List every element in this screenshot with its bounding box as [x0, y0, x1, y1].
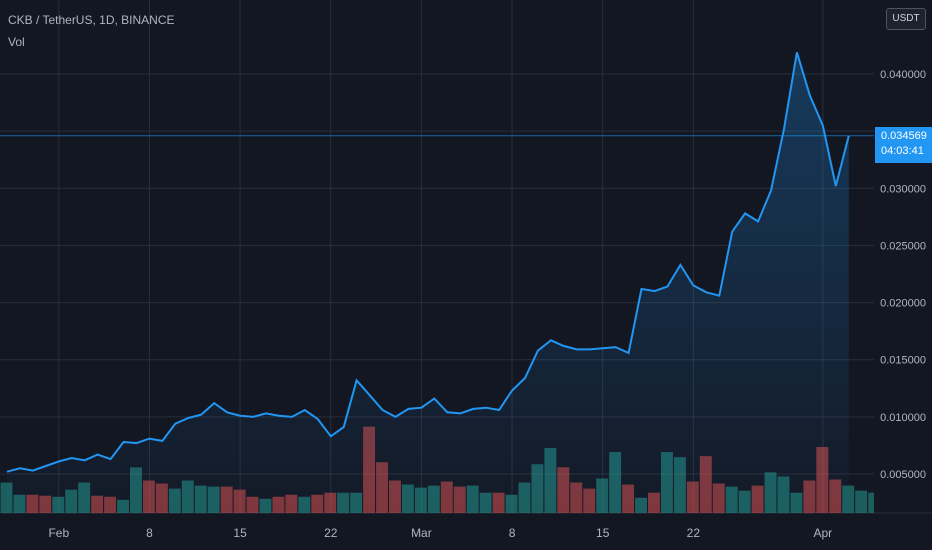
last-price-tag: 0.034569 04:03:41: [875, 126, 932, 163]
x-tick-label: 15: [596, 526, 610, 540]
volume-indicator-label[interactable]: Vol: [8, 35, 25, 49]
x-tick-label: 8: [509, 526, 516, 540]
x-tick-label: 15: [233, 526, 247, 540]
y-tick-label: 0.015000: [880, 355, 926, 367]
x-tick-label: 22: [324, 526, 338, 540]
x-tick-label: Apr: [814, 526, 833, 540]
x-tick-label: 8: [146, 526, 153, 540]
y-tick-label: 0.030000: [880, 183, 926, 195]
bar-countdown: 04:03:41: [881, 144, 924, 157]
price-area-fill: [7, 52, 849, 514]
x-tick-label: Feb: [48, 526, 69, 540]
last-price-value: 0.034569: [881, 129, 927, 142]
x-axis-labels: Feb 8 15 22 Mar 8 15 22 Apr: [48, 526, 832, 540]
chart-legend: CKB / TetherUS, 1D, BINANCE Vol: [8, 12, 175, 56]
volume-bar: [855, 490, 868, 513]
y-axis-labels: 0.005000 0.010000 0.015000 0.020000 0.025000…: [880, 69, 926, 481]
volume-bar: [868, 492, 874, 513]
x-tick-label: Mar: [411, 526, 432, 540]
y-tick-label: 0.005000: [880, 469, 926, 481]
x-tick-label: 22: [687, 526, 701, 540]
y-tick-label: 0.025000: [880, 240, 926, 252]
y-tick-label: 0.020000: [880, 298, 926, 310]
symbol-title[interactable]: CKB / TetherUS, 1D, BINANCE: [8, 13, 175, 27]
price-line: [6, 52, 850, 473]
y-tick-label: 0.010000: [880, 412, 926, 424]
volume-bar: [0, 482, 13, 513]
currency-button[interactable]: USDT: [886, 8, 926, 30]
y-tick-label: 0.040000: [880, 69, 926, 81]
